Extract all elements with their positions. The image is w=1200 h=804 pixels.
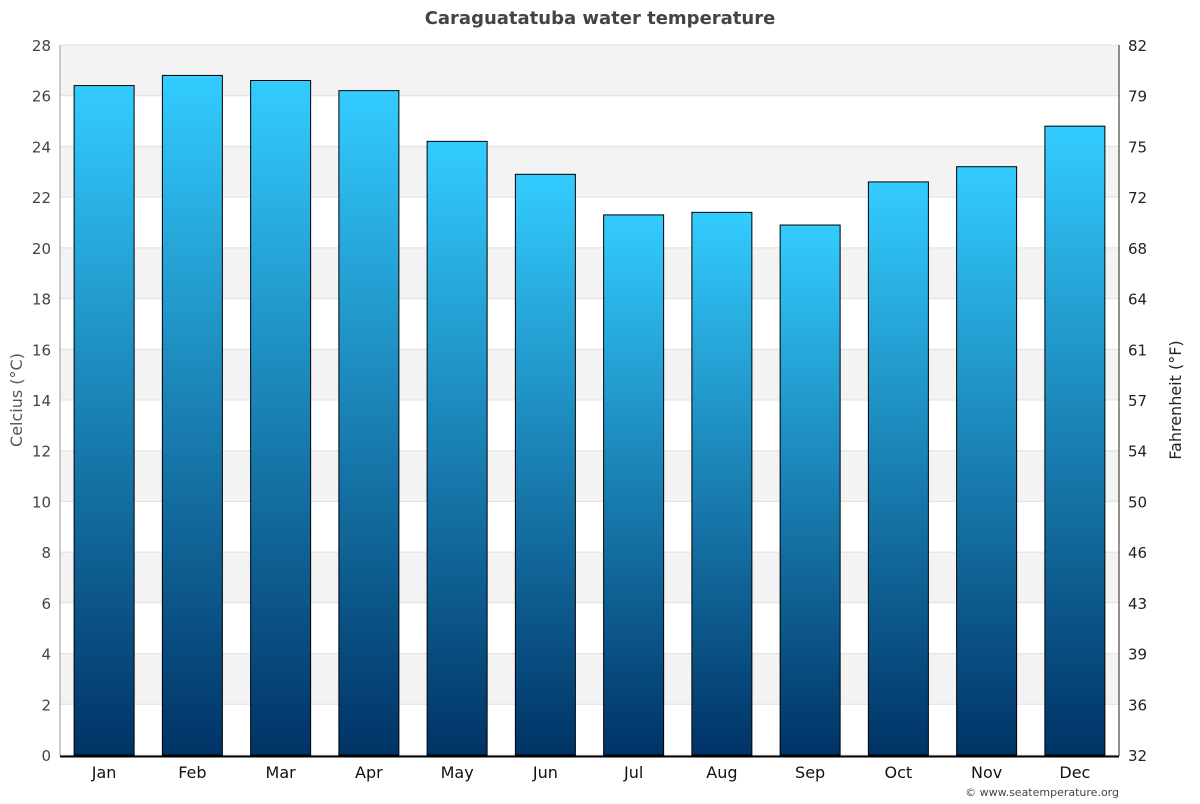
x-tick-label: May xyxy=(441,763,474,782)
credit[interactable]: © www.seatemperature.org xyxy=(965,786,1119,799)
y-tick-label: 6 xyxy=(41,595,51,613)
grid-band xyxy=(60,349,1119,400)
y-axis-label-right: Fahrenheit (°F) xyxy=(1166,340,1185,459)
bar-mar[interactable] xyxy=(250,80,312,756)
bar-jun[interactable] xyxy=(514,173,576,756)
y-tick-label: 26 xyxy=(32,88,51,106)
bar-nov[interactable] xyxy=(956,166,1018,756)
y-tick-label: 2 xyxy=(41,696,51,714)
x-tick-label: Jul xyxy=(623,763,643,782)
x-tick-label: Jan xyxy=(91,763,117,782)
y-tick-label-right: 43 xyxy=(1128,595,1147,613)
bar-sep[interactable] xyxy=(779,224,841,756)
x-tick-label: Aug xyxy=(706,763,737,782)
bar-apr[interactable] xyxy=(338,90,400,756)
y-tick-label: 4 xyxy=(41,646,51,664)
bar-dec[interactable] xyxy=(1044,125,1106,756)
y-tick-label-right: 57 xyxy=(1128,392,1147,410)
y-axis-label: Celcius (°C) xyxy=(7,353,26,447)
y-tick-label: 8 xyxy=(41,544,51,562)
bar-may[interactable] xyxy=(426,140,488,756)
y-tick-label-right: 46 xyxy=(1128,544,1147,562)
y-tick-label-right: 61 xyxy=(1128,341,1147,359)
y-tick-label: 18 xyxy=(32,291,51,309)
y-tick-label-right: 82 xyxy=(1128,37,1147,55)
y-tick-label-right: 72 xyxy=(1128,189,1147,207)
grid-band xyxy=(60,653,1119,705)
y-tick-label: 10 xyxy=(32,493,51,511)
x-tick-label: Nov xyxy=(971,763,1002,782)
chart-title: Caraguatatuba water temperature xyxy=(425,8,776,29)
x-tick-label: Mar xyxy=(266,763,297,782)
grid-band xyxy=(60,45,1119,96)
bar-oct[interactable] xyxy=(867,181,929,756)
y-tick-label-right: 79 xyxy=(1128,88,1147,106)
y-tick-label-right: 75 xyxy=(1128,138,1147,156)
y-tick-label-right: 32 xyxy=(1128,747,1147,765)
y-tick-label: 24 xyxy=(32,138,51,156)
grid-band xyxy=(60,247,1119,299)
y-tick-label-right: 50 xyxy=(1128,493,1147,511)
grid-band xyxy=(60,552,1119,603)
y-tick-label: 28 xyxy=(32,37,51,55)
bar-feb[interactable] xyxy=(161,74,223,756)
bar-jan[interactable] xyxy=(73,85,135,756)
x-tick-label: Sep xyxy=(795,763,825,782)
y-tick-label: 0 xyxy=(41,747,51,765)
bar-aug[interactable] xyxy=(691,211,753,756)
x-tick-label: Jun xyxy=(532,763,558,782)
y-tick-label: 20 xyxy=(32,240,51,258)
y-tick-label-right: 68 xyxy=(1128,240,1147,258)
x-tick-label: Dec xyxy=(1059,763,1090,782)
y-tick-label: 16 xyxy=(32,341,51,359)
grid-band xyxy=(60,146,1119,198)
bar-jul[interactable] xyxy=(603,214,665,756)
y-tick-label-right: 36 xyxy=(1128,696,1147,714)
x-tick-label: Oct xyxy=(885,763,913,782)
y-tick-label: 22 xyxy=(32,189,51,207)
y-tick-label-right: 54 xyxy=(1128,443,1147,461)
y-tick-label: 12 xyxy=(32,443,51,461)
grid-band xyxy=(60,450,1119,502)
y-tick-label-right: 64 xyxy=(1128,291,1147,309)
y-tick-label: 14 xyxy=(32,392,51,410)
x-tick-label: Apr xyxy=(355,763,383,782)
y-tick-label-right: 39 xyxy=(1128,646,1147,664)
x-tick-label: Feb xyxy=(178,763,206,782)
